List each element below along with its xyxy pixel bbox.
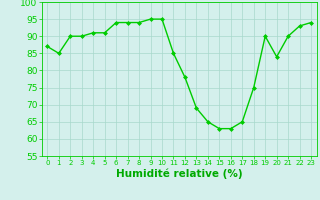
X-axis label: Humidité relative (%): Humidité relative (%) bbox=[116, 169, 243, 179]
